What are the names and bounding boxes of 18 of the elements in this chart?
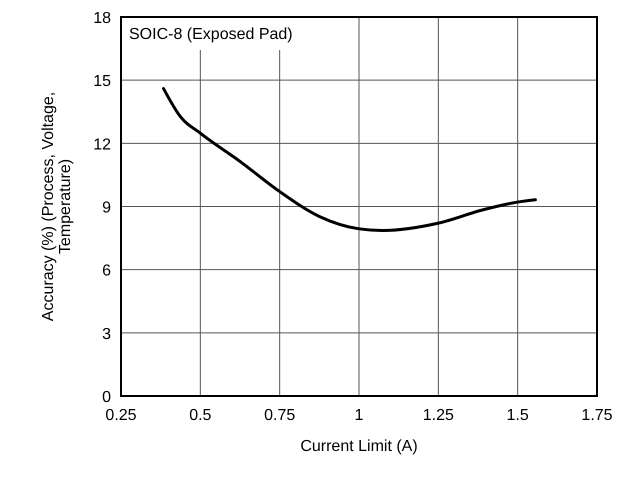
- x-tick-label: 1.25: [422, 407, 454, 424]
- y-tick-label: 15: [93, 73, 112, 90]
- x-tick-label: 0.75: [264, 407, 296, 424]
- y-tick-label: 0: [102, 389, 112, 406]
- y-axis-title: Accuracy (%) (Process, Voltage, Temperature): [40, 92, 74, 322]
- x-tick-label: 0.25: [105, 407, 137, 424]
- line-series: [162, 87, 537, 232]
- x-tick-label: 1: [354, 407, 364, 424]
- y-tick-label: 3: [102, 326, 112, 343]
- y-tick-label: 18: [93, 10, 112, 27]
- y-tick-label: 12: [93, 136, 112, 154]
- text: SOIC-8 (Exposed Pad): [129, 26, 293, 43]
- y-tick-label: 6: [102, 262, 112, 280]
- x-axis-title: Current Limit (A): [300, 438, 418, 455]
- x-tick-label: 1.5: [506, 407, 529, 424]
- x-tick-label: 0.5: [189, 407, 212, 424]
- x-tick-label: 1.75: [581, 407, 613, 424]
- y-tick-label: 9: [102, 200, 112, 216]
